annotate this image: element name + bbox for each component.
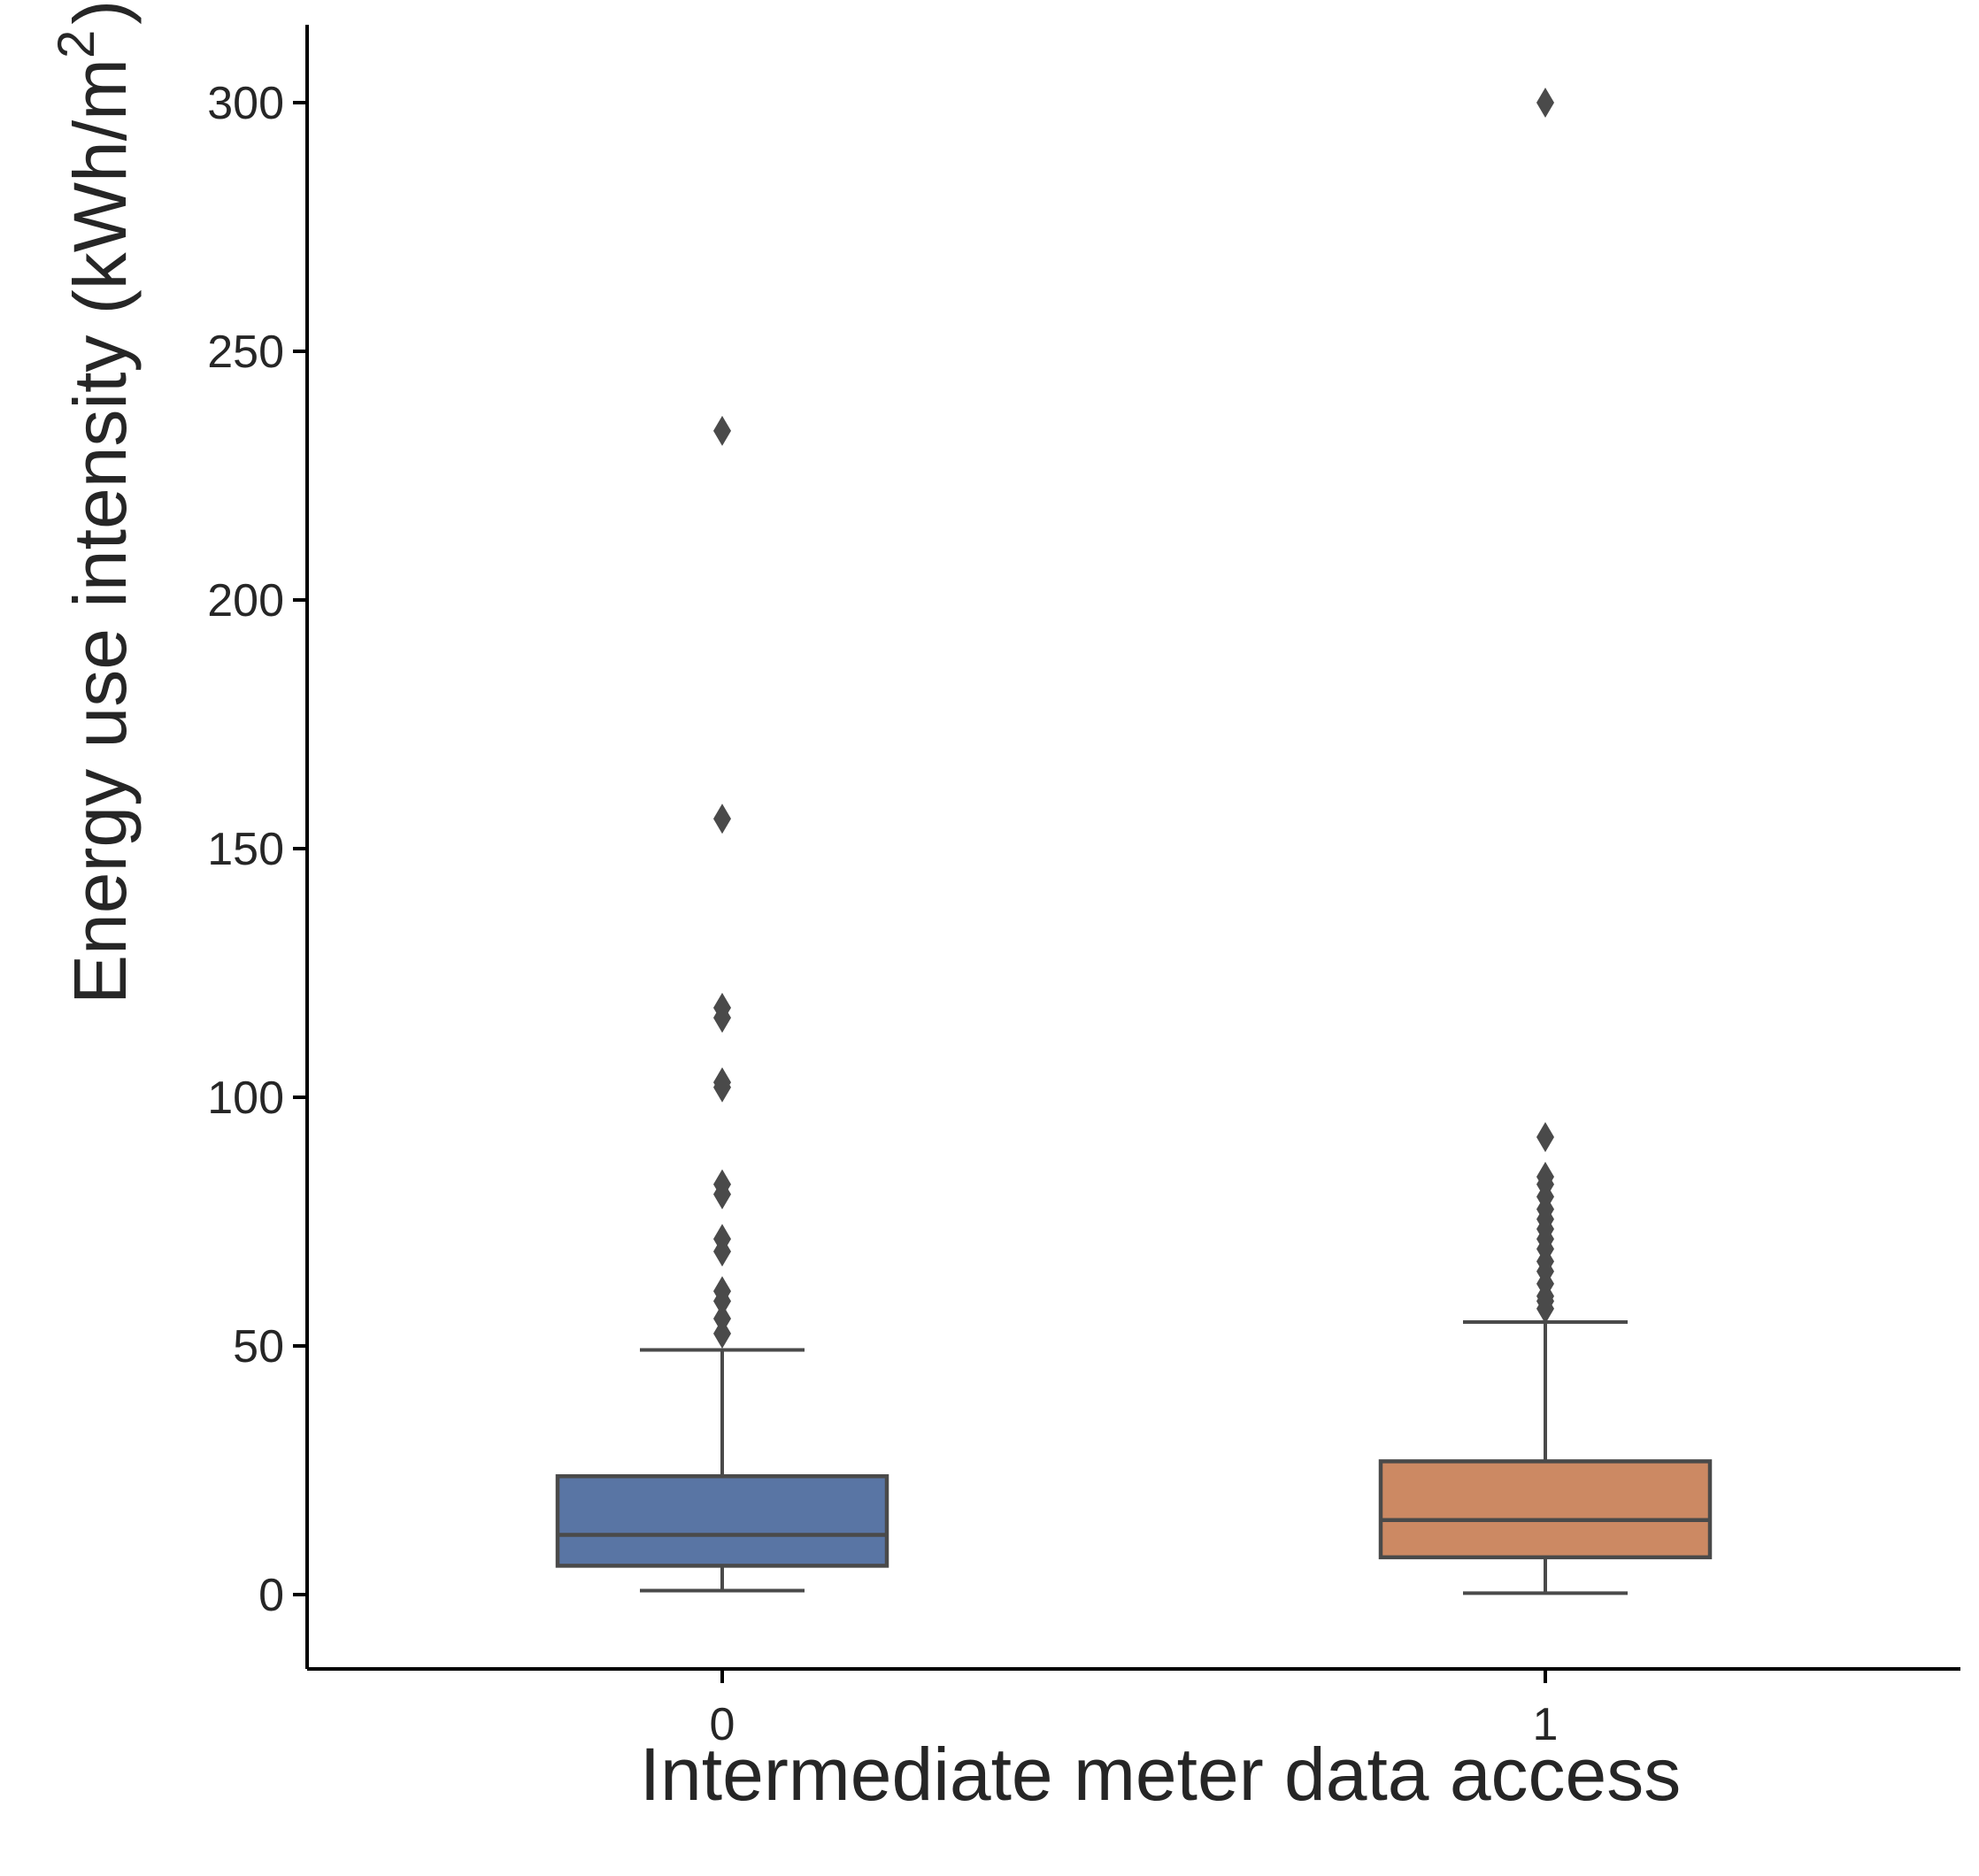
- outlier-point: [713, 1224, 731, 1255]
- y-axis-ticks: 0 50 100 150 200 250 300: [207, 78, 307, 1621]
- y-tick-label: 50: [233, 1321, 284, 1372]
- y-tick-label: 300: [207, 78, 284, 129]
- plot-area: [555, 88, 1713, 1595]
- box-group-0: [555, 415, 889, 1593]
- box-group-1: [1378, 88, 1713, 1595]
- y-tick-label: 0: [258, 1570, 284, 1621]
- y-tick-label: 100: [207, 1073, 284, 1124]
- y-axis-title-end: ): [58, 0, 142, 25]
- outlier-point: [713, 1303, 731, 1334]
- outlier-point: [1536, 88, 1554, 118]
- outlier-point: [713, 992, 731, 1023]
- outlier-point: [713, 415, 731, 446]
- outlier-point: [713, 1169, 731, 1200]
- box-iqr: [1378, 1459, 1713, 1560]
- outlier-point: [713, 803, 731, 834]
- y-tick-label: 150: [207, 824, 284, 875]
- y-tick-label: 250: [207, 327, 284, 378]
- y-tick-label: 200: [207, 575, 284, 627]
- outlier-point: [1536, 1161, 1554, 1192]
- y-axis-title: Energy use intensity (kWh/m2): [48, 0, 142, 1004]
- outlier-point: [1536, 1121, 1554, 1152]
- outlier-point: [713, 1067, 731, 1098]
- y-axis-title-main: Energy use intensity (kWh/m: [58, 58, 142, 1004]
- outlier-point: [713, 1276, 731, 1307]
- x-tick-label: 1: [1533, 1699, 1559, 1750]
- x-tick-label: 0: [710, 1699, 735, 1750]
- y-axis-title-superscript: 2: [48, 30, 105, 58]
- x-axis-title: Intermediate meter data access: [640, 1733, 1682, 1816]
- box-iqr: [555, 1473, 889, 1568]
